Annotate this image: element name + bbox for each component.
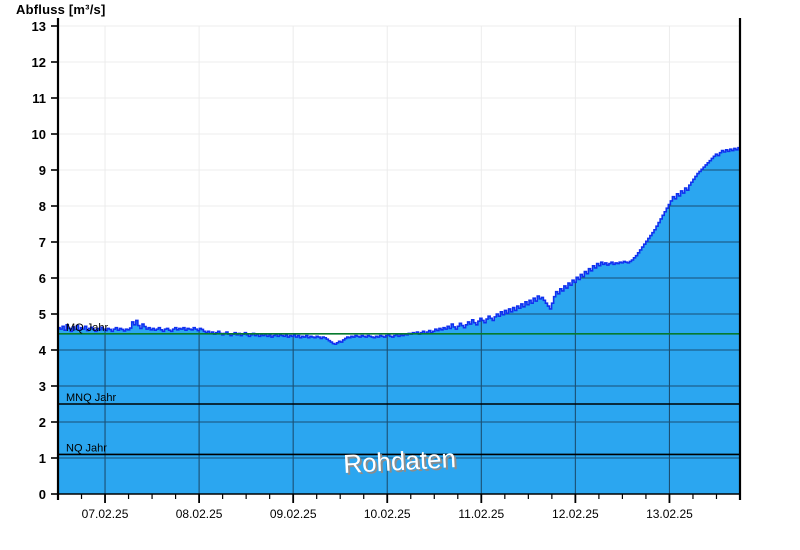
discharge-area-fill (58, 147, 740, 494)
x-tick-label: 07.02.25 (82, 507, 129, 521)
x-tick-label: 10.02.25 (364, 507, 411, 521)
y-tick-label: 6 (39, 271, 46, 286)
watermark-label: Rohdaten (342, 443, 456, 479)
y-tick-label: 2 (39, 415, 46, 430)
y-tick-label: 13 (32, 19, 46, 34)
reference-label-mq-jahr: MQ Jahr (66, 322, 109, 334)
x-tick-label: 08.02.25 (176, 507, 223, 521)
y-tick-label: 7 (39, 235, 46, 250)
y-tick-label: 1 (39, 451, 46, 466)
y-tick-label: 5 (39, 307, 46, 322)
reference-label-nq-jahr: NQ Jahr (66, 442, 107, 454)
y-tick-label: 8 (39, 199, 46, 214)
y-tick-label: 10 (32, 127, 46, 142)
reference-label-mnq-jahr: MNQ Jahr (66, 392, 116, 404)
page-title: Abfluss [m³/s] (16, 2, 106, 17)
y-tick-label: 12 (32, 55, 46, 70)
y-tick-label: 3 (39, 379, 46, 394)
discharge-line (58, 146, 741, 346)
x-tick-label: 11.02.25 (458, 507, 504, 521)
y-tick-label: 9 (39, 163, 46, 178)
x-tick-label: 09.02.25 (270, 507, 317, 521)
y-tick-label: 11 (32, 91, 46, 106)
x-tick-label: 12.02.25 (552, 507, 599, 521)
y-tick-label: 4 (39, 343, 47, 358)
y-tick-label: 0 (39, 487, 46, 502)
watermark-shadow: Rohdaten (345, 445, 459, 481)
x-tick-label: 13.02.25 (646, 507, 693, 521)
